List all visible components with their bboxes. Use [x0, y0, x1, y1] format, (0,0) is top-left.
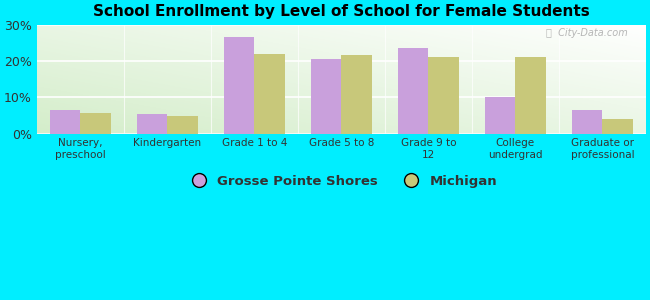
Bar [341, 56, 372, 134]
Text: ⓘ  City-Data.com: ⓘ City-Data.com [546, 28, 627, 38]
Bar [311, 59, 341, 134]
Bar [137, 114, 168, 134]
Bar [572, 110, 603, 134]
Bar [50, 110, 81, 134]
Bar [81, 113, 111, 134]
Legend: Grosse Pointe Shores, Michigan: Grosse Pointe Shores, Michigan [180, 169, 502, 193]
Bar [603, 119, 633, 134]
Bar [168, 116, 198, 134]
Bar [254, 54, 285, 134]
Title: School Enrollment by Level of School for Female Students: School Enrollment by Level of School for… [93, 4, 590, 19]
Bar [515, 57, 546, 134]
Bar [398, 48, 428, 134]
Bar [224, 37, 254, 134]
Bar [428, 57, 459, 134]
Bar [485, 98, 515, 134]
